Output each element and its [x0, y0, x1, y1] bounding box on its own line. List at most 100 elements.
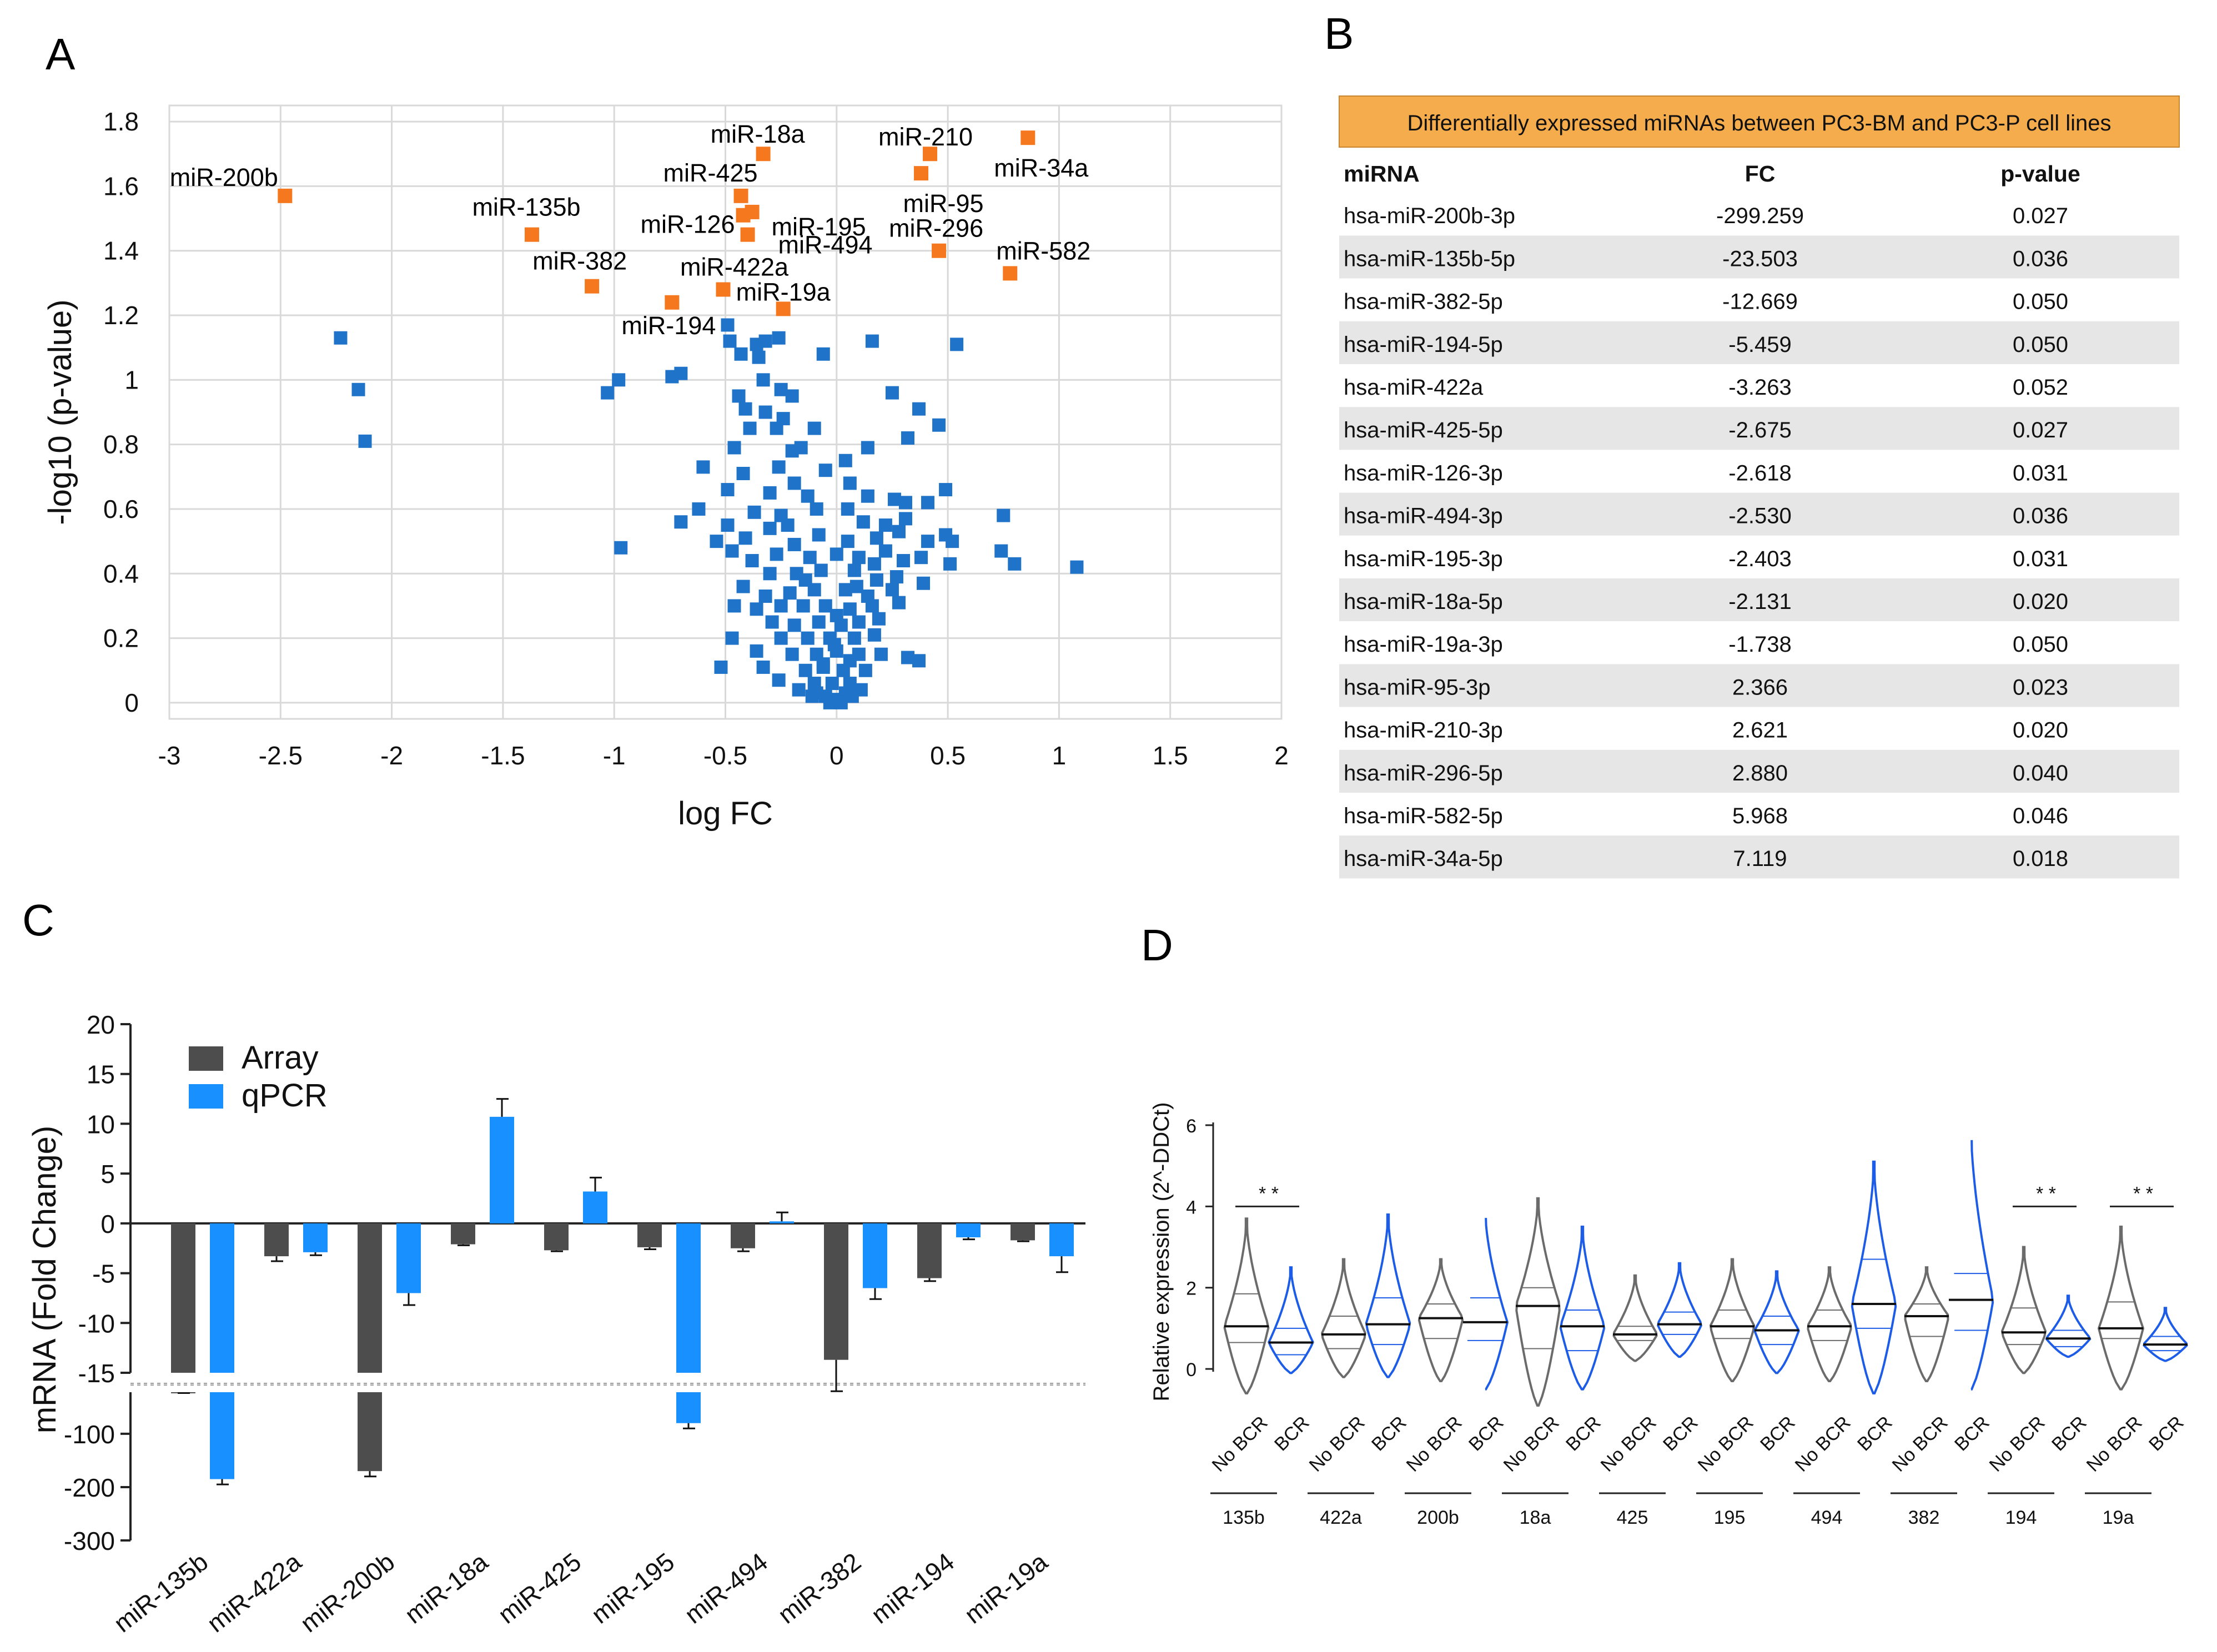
bar-array	[451, 1223, 475, 1245]
nonsignificant-point	[785, 389, 799, 403]
bar-qpcr	[210, 1392, 234, 1479]
bar-category-label: miR-194	[866, 1547, 959, 1629]
significant-point	[932, 243, 947, 258]
nonsignificant-point	[351, 382, 365, 396]
nonsignificant-point	[792, 683, 806, 697]
nonsignificant-point	[774, 382, 788, 396]
bar-category-label: miR-135b	[108, 1547, 213, 1638]
nonsignificant-point	[841, 535, 854, 548]
bar-category-label: miR-494	[679, 1547, 773, 1629]
nonsignificant-point	[721, 483, 735, 497]
table-cell: 0.031	[2013, 547, 2068, 571]
nonsignificant-point	[921, 496, 935, 510]
volcano-x-tick: -1	[603, 741, 626, 770]
nonsignificant-point	[787, 537, 801, 551]
table-cell: 0.036	[2013, 504, 2068, 528]
nonsignificant-point	[843, 654, 857, 668]
volcano-x-tick: -0.5	[703, 741, 747, 770]
bar-y-tick: 20	[87, 1010, 115, 1039]
table-cell: 0.052	[2013, 375, 2068, 400]
nonsignificant-point	[816, 347, 830, 361]
nonsignificant-point	[772, 331, 786, 345]
bar-y-tick: -100	[64, 1420, 115, 1449]
significant-point-label: miR-200b	[170, 163, 278, 192]
table-row	[1339, 707, 2179, 750]
nonsignificant-point	[1008, 557, 1022, 571]
nonsignificant-point	[783, 586, 797, 600]
table-cell: 0.020	[2013, 718, 2068, 743]
bar-y-tick: 10	[87, 1110, 115, 1139]
nonsignificant-point	[801, 489, 815, 503]
nonsignificant-point	[805, 689, 819, 703]
nonsignificant-point	[898, 496, 912, 510]
violin-group-label-nobcr: No BCR	[1402, 1412, 1466, 1476]
nonsignificant-point	[869, 531, 883, 545]
nonsignificant-point	[750, 644, 763, 658]
bar-qpcr	[770, 1221, 794, 1223]
volcano-y-tick: 1	[124, 365, 139, 394]
table-cell: 0.023	[2013, 675, 2068, 699]
violin-group-label-nobcr: No BCR	[2083, 1412, 2146, 1476]
volcano-y-tick: 0	[124, 688, 139, 717]
nonsignificant-point	[892, 525, 906, 538]
bar-qpcr	[583, 1191, 607, 1223]
violin-nobcr	[1223, 1217, 1270, 1394]
nonsignificant-point	[912, 654, 926, 668]
bar-qpcr	[490, 1116, 514, 1223]
table-row	[1339, 621, 2179, 664]
significant-point-label: miR-95	[903, 189, 984, 218]
nonsignificant-point	[758, 334, 772, 348]
nonsignificant-point	[818, 599, 832, 613]
table-header-cell: p-value	[2000, 161, 2080, 187]
violin-group-name: 19a	[2103, 1507, 2134, 1528]
nonsignificant-point	[849, 580, 863, 593]
legend-swatch	[189, 1084, 223, 1109]
nonsignificant-point	[758, 405, 772, 419]
violin-group-label-bcr: BCR	[1465, 1412, 1508, 1455]
nonsignificant-point	[721, 518, 735, 532]
volcano-y-tick: 0.4	[103, 559, 139, 588]
bar-array	[358, 1223, 382, 1373]
significant-point	[278, 188, 293, 203]
volcano-x-tick: 0	[830, 741, 844, 770]
table-row	[1339, 450, 2179, 493]
table-cell: hsa-miR-422a	[1344, 375, 1484, 400]
significant-point	[740, 227, 755, 242]
table-row	[1339, 492, 2179, 536]
volcano-x-tick: -1.5	[481, 741, 525, 770]
table-cell: 0.050	[2013, 333, 2068, 357]
bar-array	[358, 1392, 382, 1472]
nonsignificant-point	[885, 583, 899, 597]
nonsignificant-point	[885, 386, 899, 400]
nonsignificant-point	[723, 334, 737, 348]
panel-label-b: B	[1324, 9, 1354, 58]
nonsignificant-point	[878, 518, 892, 532]
nonsignificant-point	[812, 615, 826, 629]
nonsignificant-point	[845, 689, 859, 703]
significance-stars: * *	[2036, 1183, 2056, 1204]
bar-array	[637, 1223, 662, 1247]
nonsignificant-point	[827, 638, 841, 652]
nonsignificant-point	[946, 535, 959, 548]
nonsignificant-point	[858, 663, 872, 677]
bar-category-label: miR-200b	[295, 1547, 400, 1638]
nonsignificant-point	[939, 483, 953, 497]
significant-point	[745, 204, 760, 219]
nonsignificant-point	[710, 535, 723, 548]
nonsignificant-point	[692, 502, 706, 516]
table-header-cell: FC	[1745, 161, 1776, 187]
violin-group-name: 494	[1811, 1507, 1843, 1528]
significant-point	[923, 147, 938, 162]
nonsignificant-point	[943, 557, 957, 571]
violin-bcr	[1657, 1262, 1702, 1358]
nonsignificant-point	[878, 544, 892, 558]
nonsignificant-point	[776, 412, 790, 426]
nonsignificant-point	[725, 544, 739, 558]
bar-y-tick: -5	[92, 1260, 115, 1288]
nonsignificant-point	[601, 386, 615, 400]
table-cell: hsa-miR-382-5p	[1344, 290, 1503, 314]
nonsignificant-point	[861, 441, 874, 455]
panel-label-d: D	[1141, 920, 1173, 970]
table-cell: 2.366	[1732, 675, 1788, 699]
